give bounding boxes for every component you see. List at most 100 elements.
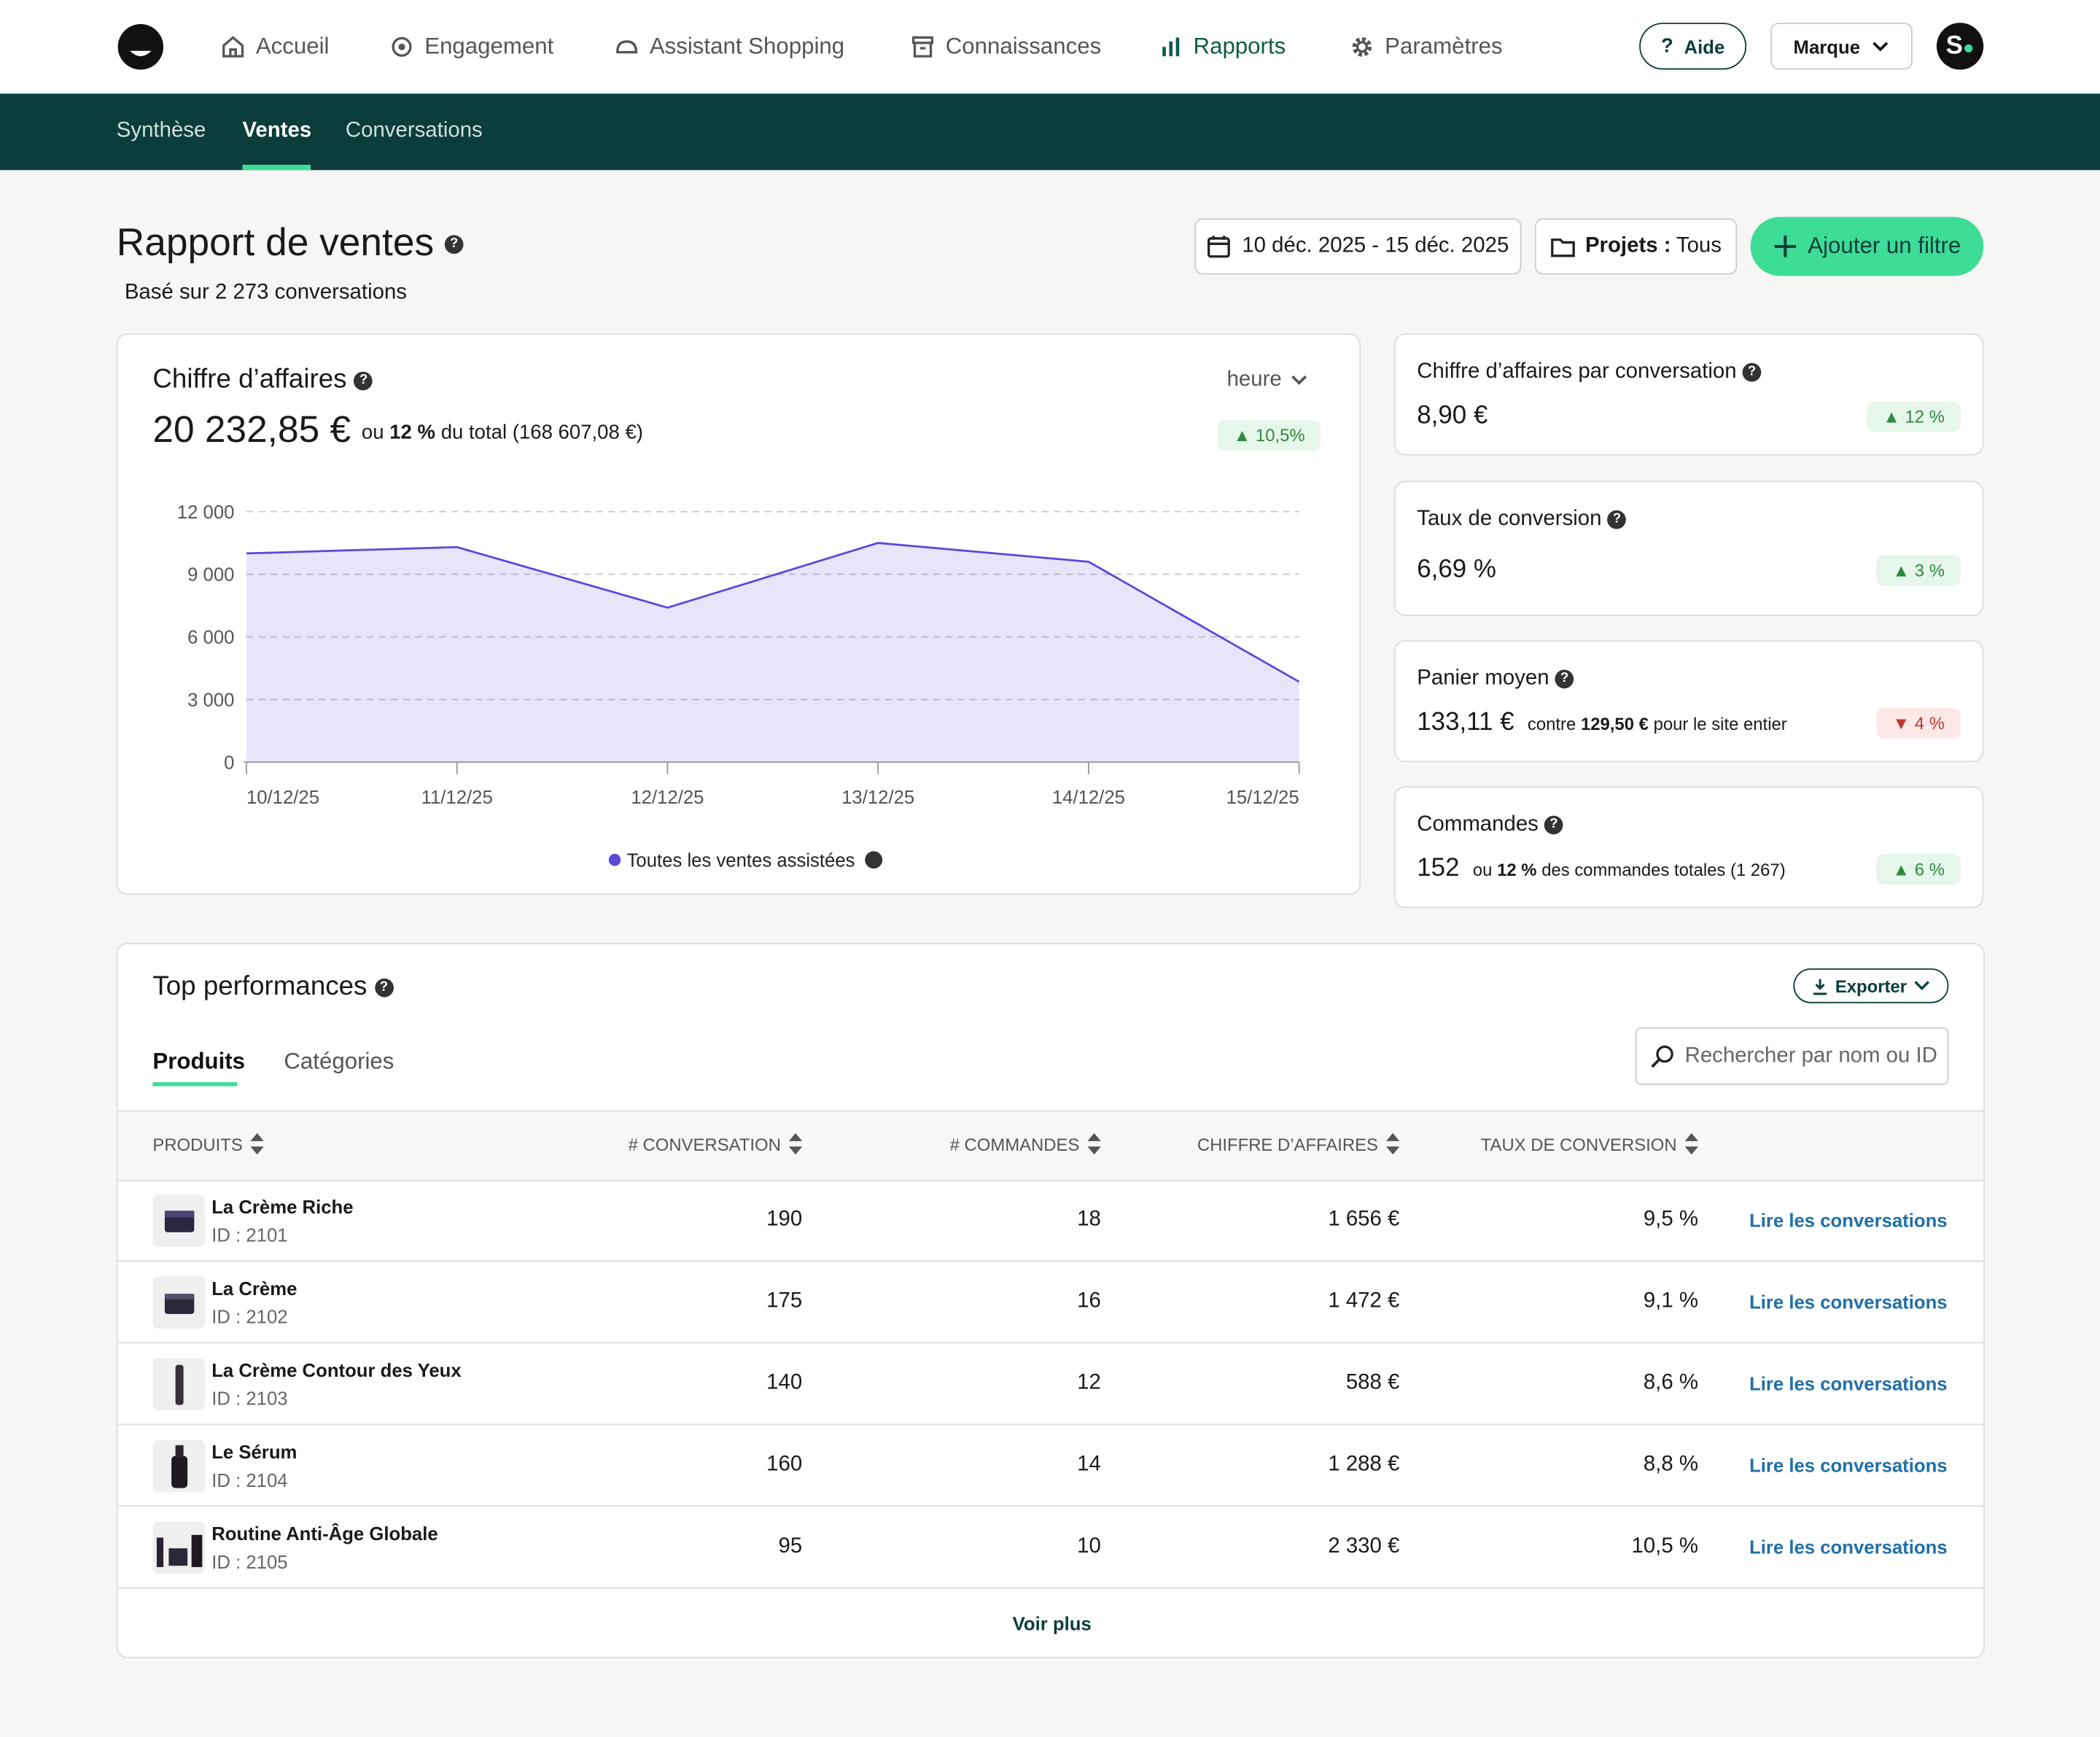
icon-part [1652, 1059, 1660, 1066]
projects-filter[interactable]: Projets :Tous [1535, 218, 1737, 274]
chevron [1871, 39, 1890, 53]
icon-part [251, 1133, 264, 1154]
kpi-note: contre 129,50 € pour le site entier [1528, 714, 1787, 734]
sort-icon[interactable] [1386, 1133, 1399, 1154]
tab[interactable]: Catégories [284, 1049, 394, 1076]
top-title: Top performances [152, 972, 367, 1001]
read-conversations-link[interactable]: Lire les conversations [1749, 1210, 1948, 1231]
cell-conversations: 95 [779, 1535, 803, 1559]
icon-part [192, 1535, 203, 1567]
help-icon[interactable]: ? [1555, 669, 1574, 688]
y-tick-label: 12 000 [177, 502, 235, 523]
help-icon[interactable]: ? [375, 978, 394, 997]
read-conversations-link[interactable]: Lire les conversations [1749, 1536, 1948, 1558]
y-tick-label: 6 000 [187, 628, 234, 648]
product-thumbnail [152, 1439, 205, 1492]
sort-icon[interactable] [1087, 1133, 1100, 1154]
icon-part [1209, 238, 1229, 257]
kpi-note-part: pour le site entier [1654, 714, 1787, 734]
projects-label: Projets : [1585, 234, 1671, 258]
product-name: La Crème Contour des Yeux [211, 1359, 461, 1380]
nav-item[interactable]: Engagement [389, 34, 553, 61]
active-indicator [242, 165, 311, 170]
top-performances-card: Top performances ? Exporter Produits Caté… [117, 943, 1985, 1658]
cell-rate: 10,5 % [1631, 1535, 1698, 1559]
icon-part [176, 1365, 184, 1405]
nav-item[interactable]: Assistant Shopping [615, 34, 844, 61]
help-label: Aide [1684, 36, 1725, 57]
folder-icon [1550, 236, 1574, 257]
product-name: La Crème [211, 1278, 297, 1299]
kpi-value-row: 133,11 €contre 129,50 € pour le site ent… [1417, 709, 1786, 738]
kpi-note-part: ou [1473, 860, 1493, 880]
sort-icon[interactable] [1685, 1133, 1698, 1154]
date-range[interactable]: 10 déc. 2025 - 15 déc. 2025 [1194, 218, 1521, 274]
icon-part: ● [1963, 36, 1975, 58]
nav-item[interactable]: Connaissances [911, 34, 1101, 61]
help-button[interactable]: ?Aide [1639, 23, 1746, 69]
product-id: ID : 2104 [211, 1469, 287, 1491]
tab[interactable]: Produits [152, 1049, 245, 1076]
legend-label: Toutes les ventes assistées [627, 850, 855, 871]
row-divider [118, 1423, 1985, 1425]
kpi-title: Taux de conversion [1417, 508, 1601, 530]
icon-part [398, 44, 405, 50]
product-id: ID : 2103 [211, 1388, 287, 1409]
search-input[interactable]: Rechercher par nom ou ID [1636, 1027, 1949, 1085]
search-icon [1650, 1044, 1674, 1068]
sort-icon[interactable] [251, 1133, 264, 1154]
help-icon[interactable]: ? [1544, 815, 1563, 834]
read-conversations-link[interactable]: Lire les conversations [1749, 1373, 1948, 1394]
help-icon[interactable]: ? [1743, 362, 1762, 381]
kpi-value-row: 8,90 € [1417, 402, 1488, 431]
column-label: # COMMANDES [950, 1134, 1080, 1154]
cell-revenue: 2 330 € [1328, 1535, 1399, 1559]
kpi-title: Panier moyen [1417, 667, 1549, 690]
add-filter-button[interactable]: Ajouter un filtre [1751, 217, 1984, 276]
help-icon[interactable]: ? [445, 236, 464, 254]
sub-nav-item[interactable]: Synthèse [117, 119, 206, 143]
nav-item[interactable]: Paramètres [1350, 34, 1502, 61]
icon-part [171, 1456, 187, 1488]
avatar[interactable]: S● [1937, 23, 1983, 69]
icon-part [1386, 1133, 1399, 1154]
nav-icon [615, 35, 639, 59]
column-label: TAUX DE CONVERSION [1481, 1134, 1677, 1154]
nav-label: Assistant Shopping [650, 34, 844, 61]
column-header: # CONVERSATION [629, 1133, 803, 1154]
read-conversations-link[interactable]: Lire les conversations [1749, 1455, 1948, 1476]
row-divider [118, 1260, 1985, 1262]
product-thumbnail [152, 1276, 205, 1329]
help-icon[interactable]: ? [1608, 510, 1627, 529]
add-filter-label: Ajouter un filtre [1808, 233, 1961, 260]
sub-nav-item[interactable]: Conversations [346, 119, 483, 143]
nav-item[interactable]: Accueil [221, 34, 329, 61]
plus-icon [1773, 234, 1797, 258]
delta-label: 12 % [1905, 406, 1944, 427]
nav-item[interactable]: Rapports [1159, 34, 1286, 61]
icon-part [168, 1548, 187, 1566]
sub-nav-item[interactable]: Ventes [242, 119, 311, 143]
column-label: PRODUITS [152, 1134, 242, 1154]
icon-part [914, 37, 933, 42]
icon-part [1087, 1133, 1100, 1154]
icon-part [914, 43, 930, 56]
icon-part [1552, 240, 1573, 256]
page-title-row: Rapport de ventes ? [117, 222, 464, 266]
column-header: CHIFFRE D’AFFAIRES [1197, 1133, 1399, 1154]
product-id: ID : 2102 [211, 1306, 287, 1327]
product-name: La Crème Riche [211, 1196, 353, 1217]
cell-rate: 9,1 % [1644, 1290, 1698, 1314]
export-button[interactable]: Exporter [1793, 968, 1948, 1003]
icon-part [165, 1294, 194, 1299]
nav-icon [911, 35, 935, 59]
product-name: Le Sérum [211, 1441, 297, 1462]
brand-select[interactable]: Marque [1770, 23, 1913, 69]
column-label: # CONVERSATION [629, 1134, 781, 1154]
read-conversations-link[interactable]: Lire les conversations [1749, 1291, 1948, 1313]
logo [117, 23, 165, 71]
sort-icon[interactable] [789, 1133, 802, 1154]
see-more[interactable]: Voir plus [118, 1612, 1985, 1633]
